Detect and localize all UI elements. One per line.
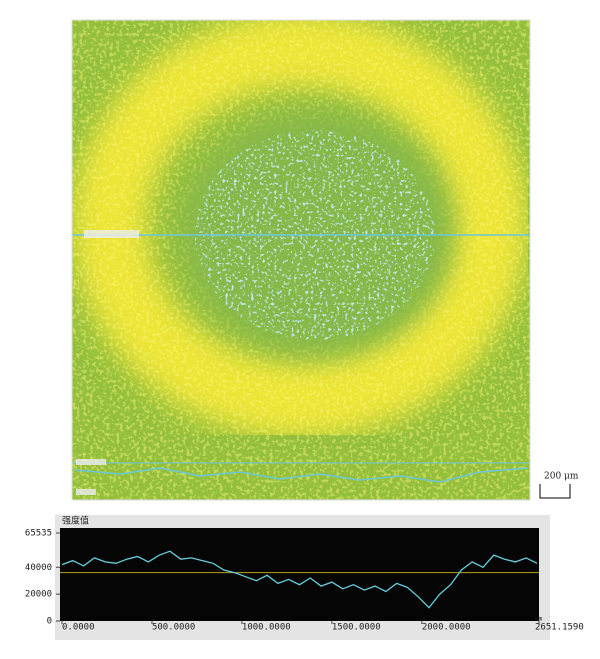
micrograph-frame [71,19,531,501]
micrograph [72,20,530,500]
y-tick-label: 65535 [25,529,52,539]
plot-area [60,528,539,621]
x-tick-label: 2000.0000 [422,623,471,633]
x-tick-label: 0.0000 [62,623,95,633]
x-tick-label: 500.0000 [152,623,195,633]
x-tick-label: 1500.0000 [332,623,381,633]
scale-bar [539,484,571,499]
x-tick-label: 2651.1590 [535,623,584,633]
y-tick-label: 0 [47,617,52,627]
scale-bar-label: 200 μm [544,472,579,482]
series-line [61,550,538,609]
x-unit: um [535,616,543,623]
chart-title: 强度值 [62,515,89,527]
y-tick-label: 40000 [25,563,52,573]
x-tick-label: 1000.0000 [242,623,291,633]
y-tick-label: 20000 [25,590,52,600]
